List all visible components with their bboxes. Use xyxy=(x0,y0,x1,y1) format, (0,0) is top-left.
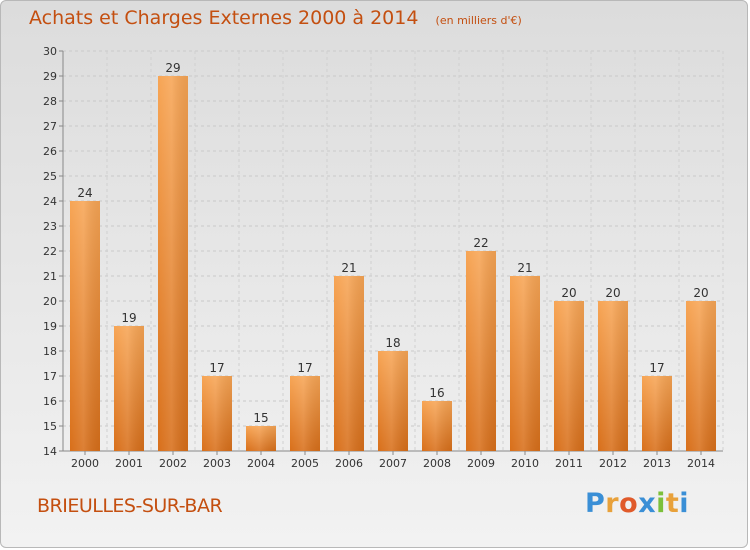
title-row: Achats et Charges Externes 2000 à 2014 (… xyxy=(29,7,522,29)
x-tick-label: 2007 xyxy=(379,457,407,470)
x-tick-label: 2002 xyxy=(159,457,187,470)
bar-shine xyxy=(642,376,672,451)
logo-letter: x xyxy=(638,488,657,519)
bar-value-label: 20 xyxy=(693,286,708,300)
x-tick-label: 2000 xyxy=(71,457,99,470)
y-tick-label: 28 xyxy=(43,95,57,108)
y-tick-label: 15 xyxy=(43,420,57,433)
y-tick-label: 20 xyxy=(43,295,57,308)
bar-value-label: 20 xyxy=(561,286,576,300)
y-tick-label: 14 xyxy=(43,445,57,458)
bar-shine xyxy=(202,376,232,451)
y-tick-label: 29 xyxy=(43,70,57,83)
logo-letter: r xyxy=(605,488,620,519)
bar-value-label: 17 xyxy=(297,361,312,375)
x-tick-label: 2001 xyxy=(115,457,143,470)
y-tick-label: 30 xyxy=(43,45,57,58)
y-tick-label: 17 xyxy=(43,370,57,383)
bar-shine xyxy=(290,376,320,451)
chart-title: Achats et Charges Externes 2000 à 2014 xyxy=(29,7,419,29)
bar-value-label: 24 xyxy=(77,186,92,200)
bar-shine xyxy=(378,351,408,451)
x-tick-label: 2010 xyxy=(511,457,539,470)
town-name: BRIEULLES-SUR-BAR xyxy=(37,495,223,517)
bar-shine xyxy=(598,301,628,451)
bar-value-label: 15 xyxy=(253,411,268,425)
y-tick-label: 18 xyxy=(43,345,57,358)
y-tick-label: 16 xyxy=(43,395,57,408)
y-tick-label: 23 xyxy=(43,220,57,233)
proxiti-logo[interactable]: Proxiti xyxy=(585,488,689,519)
bar-shine xyxy=(510,276,540,451)
bar-shine xyxy=(554,301,584,451)
y-tick-label: 24 xyxy=(43,195,57,208)
unit-note: (en milliers d'€) xyxy=(435,14,522,27)
bar-value-label: 22 xyxy=(473,236,488,250)
bar-shine xyxy=(422,401,452,451)
bar-shine xyxy=(334,276,364,451)
bar-shine xyxy=(246,426,276,451)
bar-shine xyxy=(686,301,716,451)
y-tick-label: 22 xyxy=(43,245,57,258)
bar-value-label: 16 xyxy=(429,386,444,400)
logo-letter: i xyxy=(679,488,690,519)
bar-value-label: 17 xyxy=(649,361,664,375)
bar-value-label: 21 xyxy=(341,261,356,275)
y-tick-label: 25 xyxy=(43,170,57,183)
logo-letter: o xyxy=(619,488,639,519)
bar-value-label: 19 xyxy=(121,311,136,325)
x-tick-label: 2008 xyxy=(423,457,451,470)
y-tick-label: 19 xyxy=(43,320,57,333)
bar-value-label: 18 xyxy=(385,336,400,350)
x-tick-label: 2003 xyxy=(203,457,231,470)
bar-shine xyxy=(158,76,188,451)
bar-shine xyxy=(466,251,496,451)
x-tick-label: 2009 xyxy=(467,457,495,470)
y-tick-label: 21 xyxy=(43,270,57,283)
bar-shine xyxy=(70,201,100,451)
labels: 24 2000 19 2001 29 2002 17 2003 15 2004 17 2005 21 20… xyxy=(71,61,715,470)
x-tick-label: 2013 xyxy=(643,457,671,470)
logo-letter: i xyxy=(656,488,666,519)
logo-letter: t xyxy=(665,488,680,519)
x-tick-label: 2005 xyxy=(291,457,319,470)
bars xyxy=(70,76,716,451)
x-tick-label: 2012 xyxy=(599,457,627,470)
bar-value-label: 20 xyxy=(605,286,620,300)
y-tick-label: 26 xyxy=(43,145,57,158)
x-tick-label: 2004 xyxy=(247,457,275,470)
y-tick-label: 27 xyxy=(43,120,57,133)
logo-letter: P xyxy=(585,488,606,519)
bar-value-label: 17 xyxy=(209,361,224,375)
bar-shine xyxy=(114,326,144,451)
bar-value-label: 21 xyxy=(517,261,532,275)
x-tick-label: 2006 xyxy=(335,457,363,470)
x-tick-label: 2014 xyxy=(687,457,715,470)
x-tick-label: 2011 xyxy=(555,457,583,470)
bar-value-label: 29 xyxy=(165,61,180,75)
